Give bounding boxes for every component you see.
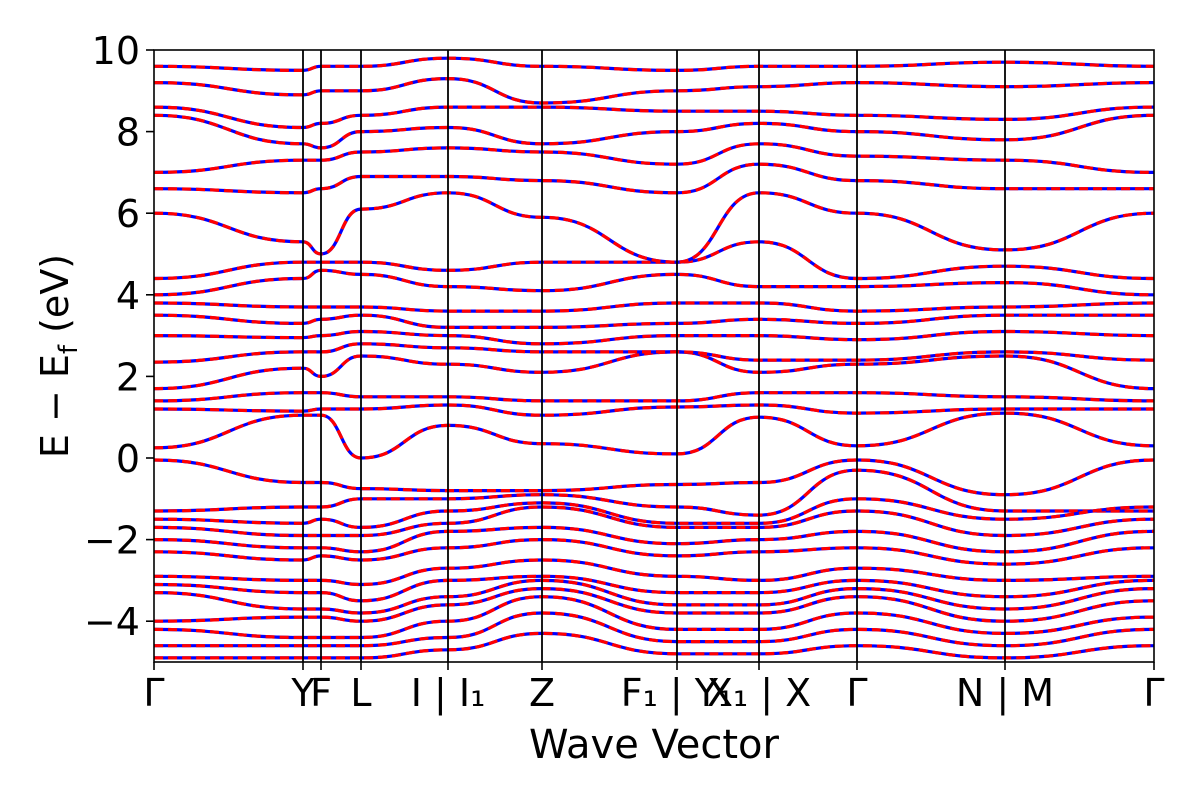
band-line-red-24: [154, 162, 1154, 195]
y-tick-label-6: −2: [84, 519, 140, 563]
band-line-blue-2: [154, 468, 1154, 517]
band-line-red-29: [154, 56, 1154, 73]
band-line-red-21: [154, 268, 1154, 297]
band-line-red-18: [154, 329, 1154, 346]
x-tick-label-7: X₁ | X: [707, 671, 811, 716]
band-line-red-9: [154, 578, 1154, 615]
band-line-red-0: [154, 458, 1154, 497]
x-tick-label-3: L: [350, 671, 371, 715]
band-line-blue-18: [154, 329, 1154, 346]
band-line-blue-17: [154, 342, 1154, 364]
band-line-blue-16: [154, 350, 1154, 391]
bands-layer: [154, 56, 1154, 660]
y-axis-label: E − Ef (eV): [33, 254, 84, 458]
band-line-red-13: [154, 631, 1154, 660]
y-tick-label-4: 2: [116, 355, 140, 399]
y-tick-label-1: 8: [116, 111, 140, 155]
band-line-red-1: [154, 411, 1154, 460]
band-line-red-2: [154, 468, 1154, 517]
y-tick-label-0: 10: [92, 29, 140, 73]
x-tick-label-2: F: [310, 671, 332, 715]
plot-frame: [153, 49, 1155, 663]
band-line-red-19: [154, 313, 1154, 330]
y-tick-label-3: 4: [116, 274, 140, 318]
band-line-red-23: [154, 191, 1154, 264]
band-line-blue-29: [154, 56, 1154, 73]
band-line-red-27: [154, 105, 1154, 130]
band-line-red-26: [154, 113, 1154, 150]
band-line-blue-5: [154, 525, 1154, 554]
band-line-red-5: [154, 525, 1154, 554]
band-line-red-20: [154, 301, 1154, 313]
band-line-red-3: [154, 497, 1154, 530]
x-tick-label-5: Z: [529, 671, 555, 715]
x-tick-label-0: Γ: [143, 671, 164, 715]
band-line-red-22: [154, 240, 1154, 281]
kpoint-lines: [302, 50, 1006, 662]
band-line-red-25: [154, 142, 1154, 174]
x-tick-label-6: F₁ | Y₁: [621, 671, 734, 716]
y-tick-label-2: 6: [116, 192, 140, 236]
band-line-blue-19: [154, 313, 1154, 330]
x-axis-label: Wave Vector: [529, 722, 780, 768]
x-tick-label-1: Y: [290, 671, 315, 715]
y-axis-label-unit: (eV): [33, 254, 77, 345]
band-line-red-28: [154, 76, 1154, 105]
band-line-red-8: [154, 574, 1154, 603]
band-line-red-7: [154, 558, 1154, 587]
band-line-blue-20: [154, 301, 1154, 313]
band-line-red-4: [154, 505, 1154, 538]
x-tick-label-10: Γ: [1143, 671, 1164, 715]
band-line-red-16: [154, 350, 1154, 391]
y-axis-label-main: E − E: [33, 354, 77, 458]
x-tick-label-9: N | M: [956, 671, 1054, 716]
band-line-red-12: [154, 611, 1154, 648]
band-line-blue-25: [154, 142, 1154, 174]
y-tick-label-7: −4: [84, 600, 140, 644]
x-tick-label-4: I | I₁: [411, 671, 486, 716]
band-line-red-14: [154, 403, 1154, 417]
band-line-red-15: [154, 391, 1154, 403]
band-line-blue-15: [154, 391, 1154, 403]
y-axis-ticks: 10 8 6 4 2 0 −2 −4: [84, 29, 154, 644]
band-line-blue-23: [154, 191, 1154, 264]
band-line-red-10: [154, 586, 1154, 623]
band-line-blue-0: [154, 458, 1154, 497]
band-line-red-6: [154, 537, 1154, 566]
y-axis-label-subscript: f: [54, 344, 84, 354]
band-line-blue-1: [154, 411, 1154, 460]
x-tick-label-8: Γ: [846, 671, 867, 715]
y-tick-label-5: 0: [116, 437, 140, 481]
band-line-red-17: [154, 342, 1154, 364]
band-line-red-11: [154, 595, 1154, 640]
